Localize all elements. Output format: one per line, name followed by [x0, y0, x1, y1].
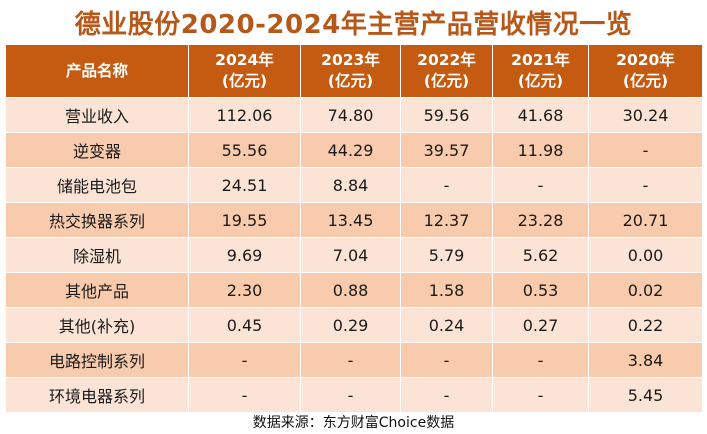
row-label: 电路控制系列 [5, 342, 189, 378]
table-cell: 20.71 [588, 202, 703, 238]
column-header-year: 2022年 [417, 51, 476, 69]
row-label: 环境电器系列 [5, 377, 189, 413]
table-cell: 0.29 [300, 307, 401, 343]
table-cell: 30.24 [588, 97, 703, 133]
table-cell: 0.22 [588, 307, 703, 343]
table-cell: - [300, 377, 401, 413]
column-header-2020: 2020年 (亿元) [588, 44, 703, 98]
column-header-2021: 2021年 (亿元) [492, 44, 589, 98]
row-label: 逆变器 [5, 132, 189, 168]
table-cell: 11.98 [492, 132, 589, 168]
table-cell: - [400, 342, 493, 378]
table-cell: - [188, 377, 301, 413]
column-header-product: 产品名称 [5, 44, 189, 98]
column-header-year: 2024年 [215, 51, 274, 69]
column-header-unit: (亿元) [221, 72, 268, 90]
column-header-unit: (亿元) [423, 72, 470, 90]
table-cell: 44.29 [300, 132, 401, 168]
table-cell: 9.69 [188, 237, 301, 273]
table-cell: 0.24 [400, 307, 493, 343]
table-cell: 12.37 [400, 202, 493, 238]
table-cell: 59.56 [400, 97, 493, 133]
table-cell: - [400, 167, 493, 203]
table-cell: 39.57 [400, 132, 493, 168]
column-header-2023: 2023年 (亿元) [300, 44, 401, 98]
column-header-unit: (亿元) [622, 72, 669, 90]
table-row: 电路控制系列 - - - - 3.84 [5, 342, 703, 378]
row-label: 其他产品 [5, 272, 189, 308]
table-cell: 41.68 [492, 97, 589, 133]
table-cell: 13.45 [300, 202, 401, 238]
column-header-unit: (亿元) [327, 72, 374, 90]
table-row: 环境电器系列 - - - - 5.45 [5, 377, 703, 413]
table-row: 逆变器 55.56 44.29 39.57 11.98 - [5, 132, 703, 168]
table-cell: 24.51 [188, 167, 301, 203]
table-cell: 7.04 [300, 237, 401, 273]
table-cell: 74.80 [300, 97, 401, 133]
table-cell: - [300, 342, 401, 378]
table-cell: 112.06 [188, 97, 301, 133]
table-cell: 5.62 [492, 237, 589, 273]
row-label: 储能电池包 [5, 167, 189, 203]
table-cell: - [492, 342, 589, 378]
table-cell: 3.84 [588, 342, 703, 378]
table-row: 储能电池包 24.51 8.84 - - - [5, 167, 703, 203]
table-cell: - [188, 342, 301, 378]
table-cell: 55.56 [188, 132, 301, 168]
column-header-2024: 2024年 (亿元) [188, 44, 301, 98]
row-label: 热交换器系列 [5, 202, 189, 238]
table-row: 热交换器系列 19.55 13.45 12.37 23.28 20.71 [5, 202, 703, 238]
table-cell: 1.58 [400, 272, 493, 308]
table-cell: - [588, 167, 703, 203]
revenue-table: 产品名称 2024年 (亿元) 2023年 (亿元) 2022年 (亿元) 20… [5, 44, 703, 413]
table-cell: 5.79 [400, 237, 493, 273]
table-cell: - [400, 377, 493, 413]
table-cell: 5.45 [588, 377, 703, 413]
row-label: 营业收入 [5, 97, 189, 133]
table-row: 其他(补充) 0.45 0.29 0.24 0.27 0.22 [5, 307, 703, 343]
table-cell: 0.02 [588, 272, 703, 308]
table-cell: 8.84 [300, 167, 401, 203]
column-header-year: 2020年 [616, 51, 675, 69]
table-row: 营业收入 112.06 74.80 59.56 41.68 30.24 [5, 97, 703, 133]
row-label: 其他(补充) [5, 307, 189, 343]
table-cell: 0.88 [300, 272, 401, 308]
page-title: 德业股份2020-2024年主营产品营收情况一览 [74, 9, 633, 40]
table-cell: 0.53 [492, 272, 589, 308]
table-header-row: 产品名称 2024年 (亿元) 2023年 (亿元) 2022年 (亿元) 20… [5, 44, 703, 98]
row-label: 除湿机 [5, 237, 189, 273]
table-row: 其他产品 2.30 0.88 1.58 0.53 0.02 [5, 272, 703, 308]
source-note: 数据来源：东方财富Choice数据 [252, 415, 455, 431]
column-header-2022: 2022年 (亿元) [400, 44, 493, 98]
table-cell: 0.27 [492, 307, 589, 343]
table-cell: 0.00 [588, 237, 703, 273]
table-cell: - [588, 132, 703, 168]
table-row: 除湿机 9.69 7.04 5.79 5.62 0.00 [5, 237, 703, 273]
table-cell: 2.30 [188, 272, 301, 308]
table-cell: 19.55 [188, 202, 301, 238]
column-header-year: 2023年 [321, 51, 380, 69]
table-cell: - [492, 377, 589, 413]
table-cell: 0.45 [188, 307, 301, 343]
table-cell: 23.28 [492, 202, 589, 238]
column-header-unit: (亿元) [517, 72, 564, 90]
column-header-year: 2021年 [511, 51, 570, 69]
table-cell: - [492, 167, 589, 203]
